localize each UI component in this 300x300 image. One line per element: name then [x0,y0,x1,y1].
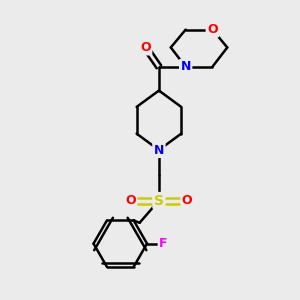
Text: O: O [140,41,151,54]
Text: N: N [181,60,191,73]
Text: O: O [207,23,218,36]
Text: S: S [154,194,164,208]
Text: N: N [154,143,164,157]
Text: F: F [159,237,168,250]
Text: O: O [125,194,136,207]
Text: O: O [182,194,193,207]
